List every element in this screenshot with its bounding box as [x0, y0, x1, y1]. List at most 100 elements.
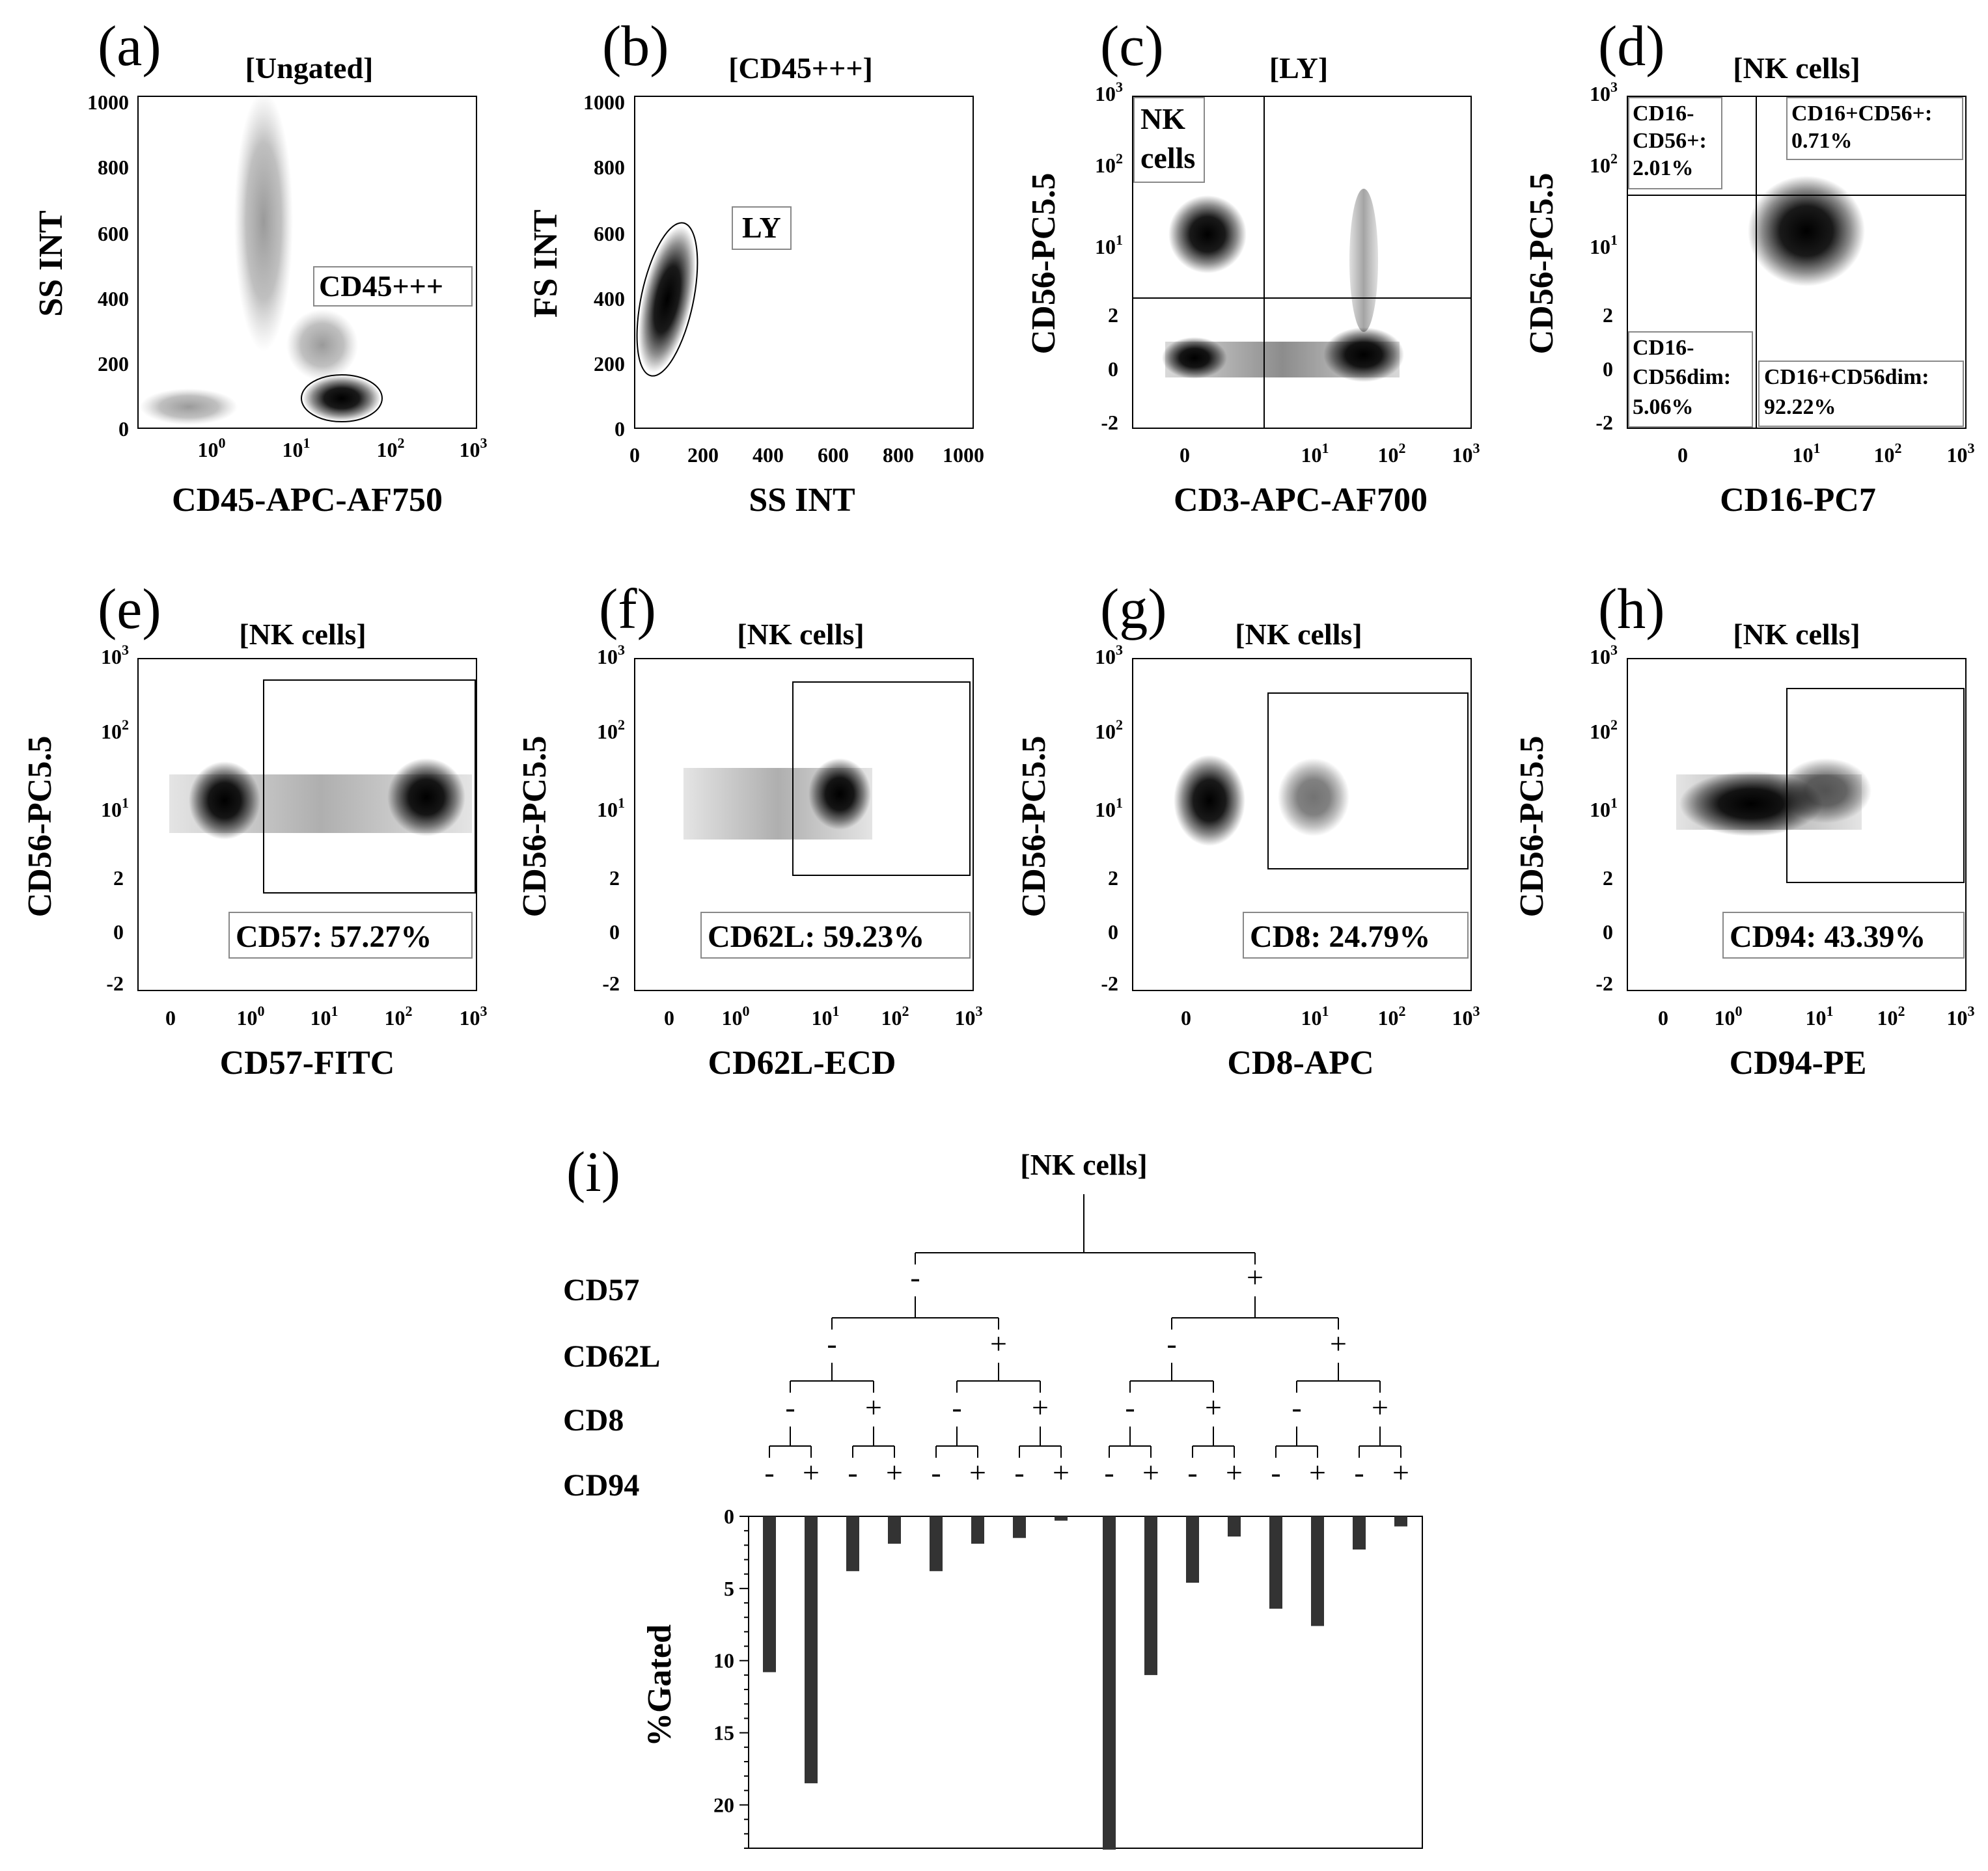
bar	[763, 1516, 776, 1673]
gate-percent: CD8: 24.79%	[1250, 920, 1430, 954]
x-ticks: 0 100 101 102 103	[664, 1003, 983, 1030]
quadrant-label: 0.71%	[1791, 129, 1853, 153]
y-tick: 102	[1095, 150, 1123, 177]
population-t-cells	[1323, 327, 1404, 382]
bar-chart: 0 5 10 15 20	[713, 1505, 1423, 1850]
panel-title: [NK cells]	[1235, 618, 1362, 651]
y-axis-label: CD56-PC5.5	[1523, 173, 1560, 355]
gate-percent: CD94: 43.39%	[1730, 920, 1926, 954]
panel-b: (b) [CD45+++] LY 0 200 400 600 800 1000 …	[527, 15, 984, 519]
tree-neg-sign: -	[764, 1456, 774, 1489]
quadrant-label: CD56dim:	[1633, 365, 1731, 389]
tree-neg-sign: -	[848, 1456, 857, 1489]
y-tick: 0	[1603, 357, 1613, 381]
y-tick: 101	[597, 795, 625, 821]
bar	[1394, 1516, 1407, 1527]
y-tick: 101	[1095, 232, 1123, 258]
y-tick: 0	[113, 920, 124, 944]
x-ticks: 0 100 101 102 103	[165, 1003, 488, 1030]
y-axis-label: FS INT	[527, 210, 564, 318]
tree-neg-sign: -	[1271, 1456, 1280, 1489]
bar	[1144, 1516, 1157, 1675]
y-tick: 0	[609, 920, 620, 944]
tree-neg-sign: -	[1104, 1456, 1114, 1489]
y-tick: 0	[118, 417, 129, 441]
y-axis-label: SS INT	[33, 210, 70, 316]
y-tick: 103	[1590, 642, 1618, 668]
tree-neg-sign: -	[827, 1327, 836, 1360]
x-axis-label: CD94-PE	[1730, 1045, 1867, 1082]
y-tick: 102	[1095, 717, 1123, 743]
x-tick: 0	[1677, 443, 1688, 467]
y-axis-label: CD56-PC5.5	[1513, 736, 1551, 918]
y-tick: 102	[1590, 717, 1618, 743]
panel-a: (a) [Ungated] CD45+++ 0 200 400 600 800 …	[33, 15, 488, 519]
y-tick: 103	[1590, 79, 1618, 105]
x-ticks: 0 100 101 102 103	[1658, 1003, 1975, 1030]
x-tick: 102	[1877, 1003, 1905, 1030]
x-tick: 600	[818, 443, 849, 467]
panel-title: [NK cells]	[737, 618, 864, 651]
x-tick: 101	[1806, 1003, 1834, 1030]
y-tick: 1000	[583, 90, 625, 114]
x-axis-label: CD8-APC	[1227, 1045, 1374, 1082]
marker-labels: CD57 CD62L CD8 CD94	[563, 1273, 660, 1503]
gate-label-box	[313, 266, 473, 307]
panel-title: [NK cells]	[1733, 51, 1860, 85]
panel-title: [NK cells]	[1733, 618, 1860, 651]
y-tick: 2	[1108, 303, 1118, 327]
x-tick: 100	[1715, 1003, 1743, 1030]
y-tick: -2	[1595, 972, 1613, 995]
y-tick: -2	[1595, 411, 1613, 434]
bar	[1311, 1516, 1324, 1626]
x-tick: 103	[1452, 440, 1480, 467]
x-tick: 100	[198, 435, 226, 461]
tree-neg-sign: -	[1187, 1456, 1197, 1489]
x-tick: 102	[385, 1003, 413, 1030]
x-ticks: 100 101 102 103	[198, 435, 488, 461]
panel-title: [CD45+++]	[728, 51, 873, 85]
tree-neg-sign: -	[1125, 1391, 1135, 1424]
population-cd94-pos	[1780, 758, 1871, 823]
quadrant-label: CD16-	[1633, 102, 1694, 126]
tree-pos-sign: +	[1205, 1391, 1222, 1424]
y-tick: 2	[609, 866, 620, 890]
y-tick: 2	[113, 866, 124, 890]
y-tick: 0	[1603, 920, 1613, 944]
x-tick: 0	[1180, 443, 1190, 467]
panel-letter: (h)	[1598, 578, 1665, 641]
x-axis-label: CD3-APC-AF700	[1174, 482, 1428, 519]
panel-title: [Ungated]	[245, 51, 374, 85]
panel-letter: (g)	[1100, 578, 1167, 641]
bar	[1269, 1516, 1282, 1609]
gating-tree: ---- ++- ++-- ++- ++--- ++- ++-- ++- +	[764, 1194, 1409, 1489]
marker-label-cd57: CD57	[563, 1273, 639, 1307]
x-tick: 103	[460, 1003, 488, 1030]
panel-letter: (e)	[98, 578, 161, 641]
tree-neg-sign: -	[1291, 1391, 1301, 1424]
tree-pos-sign: +	[1309, 1456, 1326, 1489]
x-tick: 0	[1181, 1006, 1191, 1030]
annotation-box	[700, 912, 971, 959]
y-tick: 0	[724, 1505, 734, 1528]
y-tick: 2	[1108, 866, 1118, 890]
x-tick: 101	[1793, 440, 1821, 467]
y-tick: 101	[1590, 232, 1618, 258]
x-tick: 103	[1947, 440, 1975, 467]
y-ticks: 103 102 101 2 0 -2	[1095, 642, 1123, 995]
tree-pos-sign: +	[1392, 1456, 1409, 1489]
tree-pos-sign: +	[990, 1327, 1007, 1360]
marker-label-cd94: CD94	[563, 1468, 639, 1503]
gate-label: LY	[742, 211, 781, 244]
y-tick: 103	[1095, 642, 1123, 668]
x-tick: 200	[687, 443, 719, 467]
y-tick: 600	[594, 222, 625, 245]
bar	[1353, 1516, 1366, 1550]
panel-letter: (d)	[1598, 15, 1665, 78]
x-tick: 102	[1378, 1003, 1406, 1030]
x-tick: 103	[1452, 1003, 1480, 1030]
quadrant-label: 5.06%	[1633, 395, 1694, 419]
y-tick: 0	[1108, 920, 1118, 944]
y-tick: -2	[106, 972, 124, 995]
